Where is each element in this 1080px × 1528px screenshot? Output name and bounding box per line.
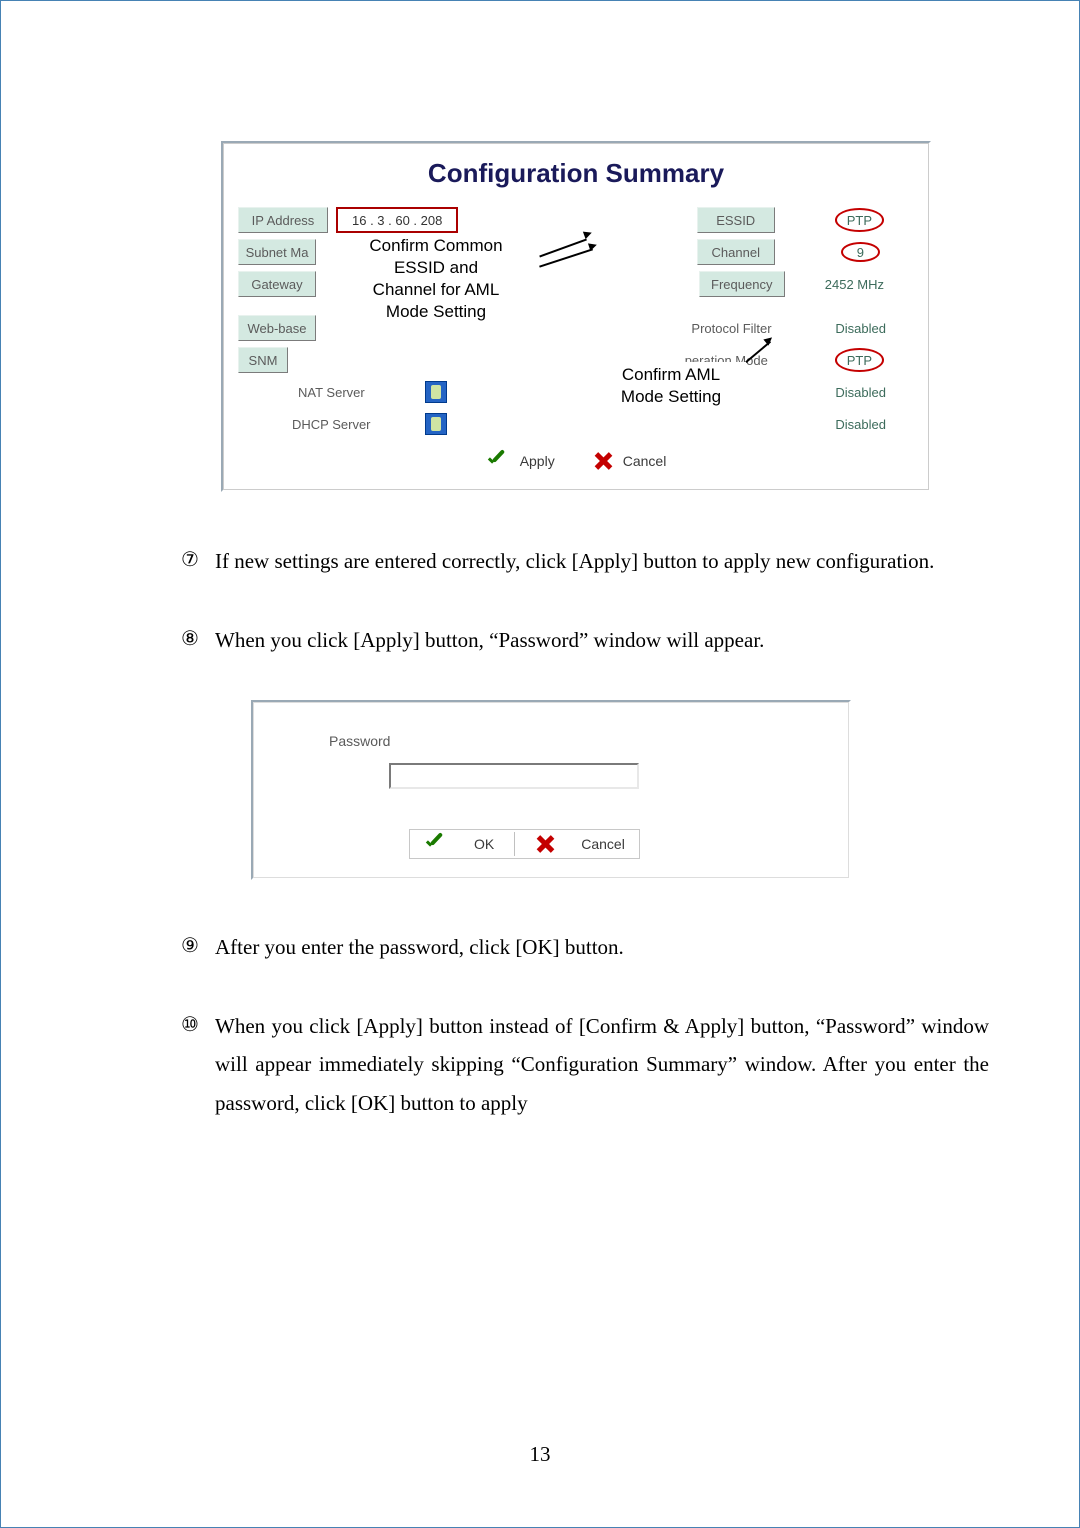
instruction-item: ⑩ When you click [Apply] button instead … [181, 1007, 989, 1124]
value-protocol-filter: Disabled [835, 315, 886, 341]
password-button-row: OK Cancel [409, 829, 640, 859]
x-icon [535, 834, 555, 854]
config-summary-panel: Configuration Summary Confirm Common ESS… [221, 141, 931, 492]
value-frequency: 2452 MHz [825, 271, 884, 297]
callout-line: Channel for AML [340, 279, 532, 301]
label-channel: Channel [697, 239, 775, 265]
label-frequency: Frequency [699, 271, 785, 297]
callout-line: Mode Setting [600, 386, 742, 408]
label-snm: SNM [238, 347, 288, 373]
server-icon [425, 381, 447, 403]
apply-button[interactable]: Apply [520, 453, 555, 469]
password-label: Password [329, 733, 818, 749]
config-title: Configuration Summary [238, 158, 914, 189]
label-dhcp-server: DHCP Server [292, 411, 371, 437]
step-text: If new settings are entered correctly, c… [215, 542, 989, 581]
step-number: ⑩ [181, 1007, 215, 1124]
separator [514, 832, 515, 856]
value-dhcp: Disabled [835, 411, 886, 437]
server-icon [425, 413, 447, 435]
check-icon [486, 451, 510, 471]
check-icon [424, 834, 448, 854]
value-nat: Disabled [835, 379, 886, 405]
cancel-button[interactable]: Cancel [581, 836, 625, 852]
instruction-item: ⑨ After you enter the password, click [O… [181, 928, 989, 967]
callout-line: Mode Setting [340, 301, 532, 323]
label-essid: ESSID [697, 207, 775, 233]
value-channel: 9 [841, 242, 880, 262]
callout-line: Confirm Common [340, 235, 532, 257]
label-protocol-filter: Protocol Filter [691, 315, 795, 341]
step-text: After you enter the password, click [OK]… [215, 928, 989, 967]
callout-essid-channel: Confirm Common ESSID and Channel for AML… [336, 233, 536, 325]
page-content: Configuration Summary Confirm Common ESS… [91, 61, 989, 1123]
page-number: 13 [1, 1442, 1079, 1467]
value-operation-mode: PTP [835, 348, 884, 372]
label-webbase: Web-base [238, 315, 316, 341]
ok-button[interactable]: OK [474, 836, 494, 852]
x-icon [593, 451, 613, 471]
cancel-button[interactable]: Cancel [623, 453, 667, 469]
step-number: ⑧ [181, 621, 215, 660]
password-input[interactable] [389, 763, 639, 789]
step-number: ⑦ [181, 542, 215, 581]
label-nat-server: NAT Server [298, 379, 365, 405]
step-fragment: When you click [Apply] button, [215, 628, 484, 652]
callout-line: Confirm AML [600, 364, 742, 386]
step-fragment: Configuration Summary [521, 1052, 728, 1076]
config-button-row: Apply Cancel [238, 451, 914, 471]
step-fragment: window will appear. [594, 628, 765, 652]
label-gateway: Gateway [238, 271, 316, 297]
callout-line: ESSID and [340, 257, 532, 279]
password-panel: Password OK Cancel [251, 700, 851, 880]
step-fragment: When you click [Apply] button instead of… [215, 1014, 810, 1038]
step-text: When you click [Apply] button, “Password… [215, 621, 989, 660]
instruction-item: ⑧ When you click [Apply] button, “Passwo… [181, 621, 989, 660]
instruction-list: ⑦ If new settings are entered correctly,… [181, 542, 989, 1123]
instruction-item: ⑦ If new settings are entered correctly,… [181, 542, 989, 581]
step-number: ⑨ [181, 928, 215, 967]
step-text: When you click [Apply] button instead of… [215, 1007, 989, 1124]
value-ip-address: 16 . 3 . 60 . 208 [336, 207, 458, 233]
callout-aml-mode: Confirm AML Mode Setting [596, 362, 746, 410]
label-subnet: Subnet Ma [238, 239, 316, 265]
value-essid: PTP [835, 208, 884, 232]
label-ip-address: IP Address [238, 207, 328, 233]
step-fragment: Password [825, 1014, 906, 1038]
step-fragment: Password [498, 628, 579, 652]
